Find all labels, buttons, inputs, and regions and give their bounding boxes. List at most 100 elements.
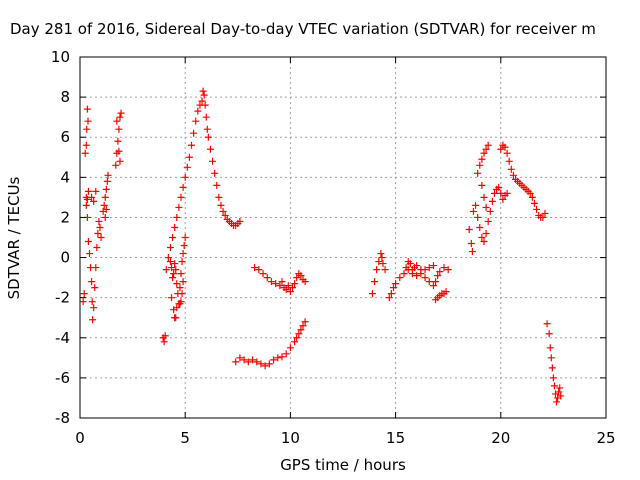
data-point: [404, 266, 412, 274]
data-point: [539, 213, 547, 221]
x-tick-labels: 0 5 10 15 20 25: [75, 429, 615, 447]
data-point: [83, 105, 91, 113]
data-point: [482, 203, 490, 211]
data-point: [183, 163, 191, 171]
data-point: [166, 258, 174, 266]
y-tick-label: -4: [55, 329, 70, 347]
data-point: [253, 358, 261, 366]
data-point: [209, 157, 217, 165]
data-point: [181, 234, 189, 241]
data-point: [84, 238, 92, 246]
data-point: [259, 270, 267, 278]
data-point: [173, 304, 181, 312]
data-point: [488, 197, 496, 205]
data-point: [297, 272, 305, 280]
data-point: [168, 294, 176, 302]
data-point: [113, 117, 121, 125]
data-point: [200, 91, 208, 99]
data-point: [444, 266, 452, 274]
data-point: [543, 320, 551, 328]
data-point: [406, 260, 414, 268]
data-point: [102, 205, 110, 213]
data-point: [198, 97, 206, 105]
data-point: [177, 193, 185, 201]
data-point: [177, 298, 185, 306]
series-sat-j: [232, 318, 309, 370]
series-sat-o: [432, 288, 450, 304]
x-tick-label: 15: [386, 429, 405, 447]
data-point: [429, 262, 437, 270]
series-sat-b: [82, 193, 105, 324]
data-point: [432, 278, 440, 286]
data-point: [179, 278, 187, 286]
data-point: [526, 189, 534, 197]
series-sat-p: [465, 183, 503, 256]
data-point: [385, 294, 393, 302]
data-point: [215, 193, 223, 201]
data-point: [476, 161, 484, 169]
data-point: [257, 360, 265, 368]
data-point: [484, 217, 492, 225]
data-point: [176, 284, 184, 292]
data-point: [84, 117, 92, 125]
x-tick-label: 20: [491, 429, 510, 447]
data-point: [503, 189, 511, 197]
data-point: [408, 270, 416, 278]
data-point: [115, 125, 123, 133]
data-point: [421, 266, 429, 274]
data-point: [284, 282, 292, 290]
x-axis-label: GPS time / hours: [280, 456, 406, 474]
data-point: [301, 278, 309, 286]
data-point: [173, 213, 181, 221]
data-point: [202, 113, 210, 121]
series-sat-e: [112, 109, 125, 169]
data-point: [236, 354, 244, 362]
data-point: [177, 270, 185, 278]
data-point: [425, 278, 433, 286]
data-point: [112, 161, 120, 169]
data-point: [175, 203, 183, 211]
data-point: [88, 193, 96, 201]
data-point: [375, 258, 383, 266]
grid-layer: [80, 57, 606, 418]
data-point: [497, 189, 505, 197]
data-point: [236, 217, 244, 225]
data-point: [472, 201, 480, 209]
data-point: [219, 207, 227, 215]
data-point: [293, 334, 301, 342]
data-point: [549, 374, 557, 382]
data-point: [480, 193, 488, 201]
data-point: [400, 270, 408, 278]
data-point: [474, 213, 482, 221]
data-point: [267, 278, 275, 286]
data-point: [387, 290, 395, 298]
data-point: [217, 201, 225, 209]
data-point: [478, 181, 486, 189]
data-point: [101, 213, 109, 221]
data-point: [291, 338, 299, 346]
data-point: [548, 364, 556, 372]
y-tick-label: 4: [60, 168, 70, 186]
data-point: [115, 147, 123, 155]
data-point: [171, 260, 179, 268]
data-point: [249, 356, 257, 364]
data-point: [93, 244, 101, 252]
data-point: [377, 250, 385, 258]
data-point: [480, 149, 488, 157]
data-point: [553, 398, 561, 406]
data-point: [94, 229, 102, 237]
data-point: [84, 187, 92, 195]
data-point: [396, 274, 404, 282]
data-point: [301, 318, 309, 326]
data-point: [478, 155, 486, 163]
y-tick-label: -2: [55, 289, 70, 307]
data-point: [274, 354, 282, 362]
data-point: [185, 153, 193, 161]
x-tick-label: 5: [180, 429, 190, 447]
data-point: [392, 280, 400, 288]
data-point: [291, 280, 299, 288]
data-point: [557, 392, 565, 400]
data-point: [114, 137, 122, 145]
data-point: [546, 344, 554, 352]
data-point: [425, 264, 433, 272]
